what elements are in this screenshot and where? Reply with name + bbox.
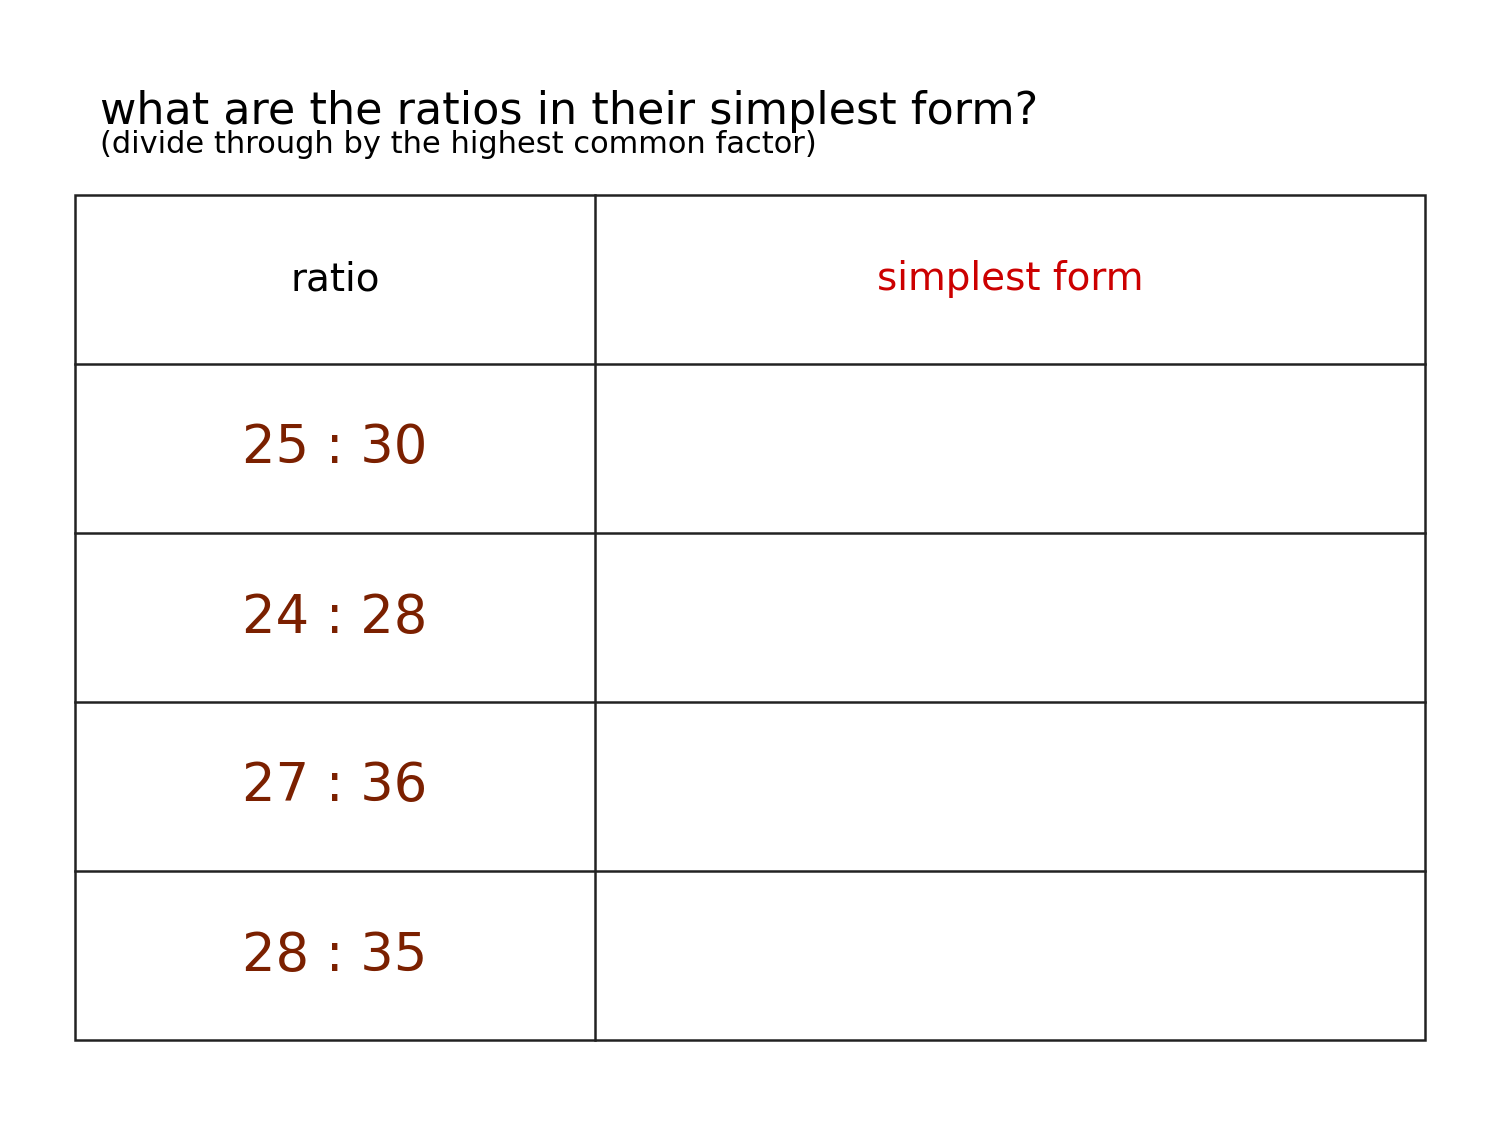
Text: 25 : 30: 25 : 30 (242, 423, 427, 475)
Text: ratio: ratio (290, 261, 380, 298)
Text: (divide through by the highest common factor): (divide through by the highest common fa… (100, 130, 816, 159)
Bar (75, 195, 1425, 1040)
Text: 28 : 35: 28 : 35 (242, 929, 427, 981)
Text: what are the ratios in their simplest form?: what are the ratios in their simplest fo… (100, 90, 1038, 133)
Text: simplest form: simplest form (876, 261, 1143, 298)
Text: 24 : 28: 24 : 28 (242, 592, 427, 643)
Text: 27 : 36: 27 : 36 (242, 760, 427, 812)
